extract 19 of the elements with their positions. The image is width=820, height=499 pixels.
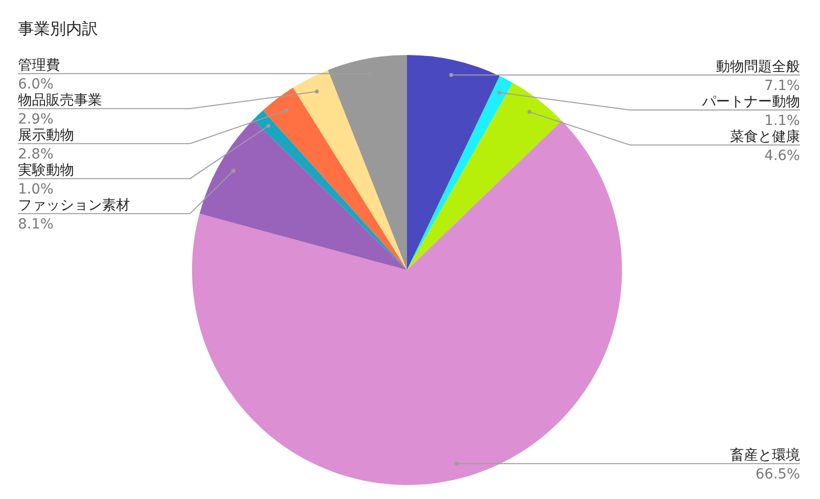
chart-title: 事業別内訳	[18, 19, 98, 38]
data-label: 8.1%	[18, 216, 54, 233]
slice-label: 物品販売事業	[18, 92, 102, 109]
slice-label: 菜食と健康	[730, 128, 800, 145]
slice-label: 管理費	[18, 58, 60, 74]
slice-label: 動物問題全般	[716, 58, 800, 75]
slice-label: パートナー動物	[701, 94, 800, 110]
data-label: 66.5%	[756, 466, 800, 483]
data-label: 7.1%	[764, 78, 800, 94]
slice-label: ファッション素材	[18, 198, 130, 214]
data-label: 6.0%	[18, 76, 54, 93]
data-label: 2.9%	[18, 112, 54, 128]
slice-label: 展示動物	[18, 128, 74, 144]
data-label: 1.0%	[18, 182, 54, 198]
data-label: 1.1%	[764, 112, 800, 129]
slice-label: 畜産と環境	[730, 446, 800, 464]
slice-label: 実験動物	[18, 162, 74, 179]
data-label: 2.8%	[18, 146, 54, 163]
data-label: 4.6%	[764, 148, 800, 164]
